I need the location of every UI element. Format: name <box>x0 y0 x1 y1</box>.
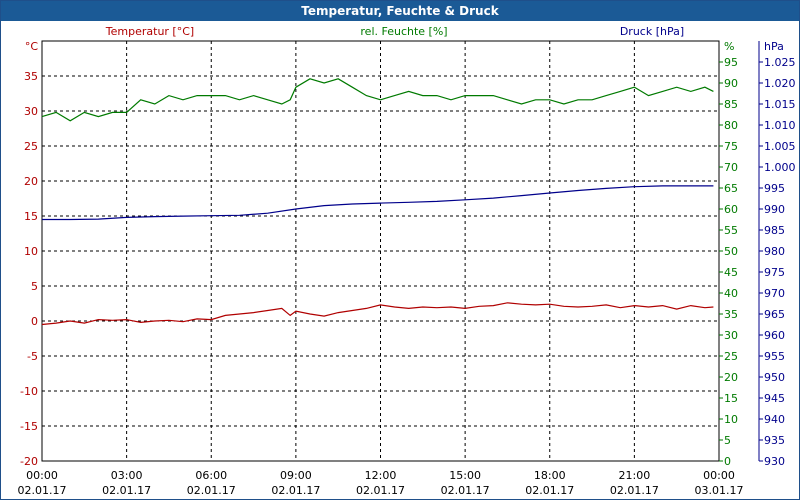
pressure-tick: 995 <box>764 182 785 195</box>
temperature-tick: 25 <box>24 140 38 153</box>
humidity-tick: 5 <box>724 434 731 447</box>
x-tick-time: 09:00 <box>280 469 312 482</box>
x-tick-time: 03:00 <box>111 469 143 482</box>
humidity-tick: 55 <box>724 224 738 237</box>
pressure-tick: 1.025 <box>764 56 796 69</box>
humidity-series-line <box>41 78 714 122</box>
temperature-unit: °C <box>25 40 39 53</box>
temperature-axis-label: Temperatur [°C] <box>105 25 194 38</box>
x-tick-time: 00:00 <box>26 469 58 482</box>
x-tick-date: 02.01.17 <box>356 484 405 497</box>
tick-labels: 00:00 02.01.17 03:00 02.01.17 06:00 02.01.17 0… <box>18 41 796 497</box>
pressure-tick: 1.000 <box>764 161 796 174</box>
pressure-tick: 1.010 <box>764 119 796 132</box>
x-tick-time: 18:00 <box>534 469 566 482</box>
temperature-tick: -5 <box>27 350 38 363</box>
x-tick-time: 06:00 <box>195 469 227 482</box>
humidity-tick: 25 <box>724 350 738 363</box>
pressure-tick: 955 <box>764 350 785 363</box>
temperature-tick: 20 <box>24 175 38 188</box>
x-tick-time: 12:00 <box>365 469 397 482</box>
pressure-tick: 930 <box>764 455 785 468</box>
humidity-tick: 70 <box>724 161 738 174</box>
humidity-tick: 90 <box>724 77 738 90</box>
temperature-tick: -20 <box>20 455 38 468</box>
pressure-tick: 965 <box>764 308 785 321</box>
humidity-unit: % <box>724 40 734 53</box>
humidity-tick: 20 <box>724 371 738 384</box>
series-layer <box>41 78 714 326</box>
x-tick-date: 02.01.17 <box>610 484 659 497</box>
temperature-series-line <box>41 302 714 326</box>
pressure-tick: 985 <box>764 224 785 237</box>
humidity-tick: 35 <box>724 308 738 321</box>
window-title: Temperatur, Feuchte & Druck <box>1 1 799 21</box>
humidity-tick: 80 <box>724 119 738 132</box>
pressure-tick: 960 <box>764 329 785 342</box>
pressure-tick: 975 <box>764 266 785 279</box>
temperature-tick: 10 <box>24 245 38 258</box>
temperature-tick: 5 <box>31 280 38 293</box>
humidity-tick: 15 <box>724 392 738 405</box>
x-tick-date: 02.01.17 <box>187 484 236 497</box>
humidity-tick: 65 <box>724 182 738 195</box>
pressure-tick: 1.005 <box>764 140 796 153</box>
pressure-tick: 1.020 <box>764 77 796 90</box>
pressure-tick: 940 <box>764 413 785 426</box>
temperature-tick: -15 <box>20 420 38 433</box>
pressure-tick: 990 <box>764 203 785 216</box>
humidity-tick: 30 <box>724 329 738 342</box>
humidity-tick: 45 <box>724 266 738 279</box>
pressure-tick: 1.015 <box>764 98 796 111</box>
x-tick-date: 03.01.17 <box>695 484 744 497</box>
pressure-unit: hPa <box>764 40 784 53</box>
x-tick-date: 02.01.17 <box>525 484 574 497</box>
pressure-tick: 935 <box>764 434 785 447</box>
x-tick-date: 02.01.17 <box>441 484 490 497</box>
humidity-tick: 0 <box>724 455 731 468</box>
pressure-tick: 970 <box>764 287 785 300</box>
x-tick-date: 02.01.17 <box>271 484 320 497</box>
humidity-tick: 10 <box>724 413 738 426</box>
x-tick-date: 02.01.17 <box>18 484 67 497</box>
humidity-tick: 75 <box>724 140 738 153</box>
humidity-tick: 95 <box>724 56 738 69</box>
x-tick-time: 21:00 <box>619 469 651 482</box>
temperature-tick: -10 <box>20 385 38 398</box>
temperature-tick: 30 <box>24 105 38 118</box>
pressure-tick: 945 <box>764 392 785 405</box>
pressure-axis-label: Druck [hPa] <box>620 25 684 38</box>
temperature-tick: 0 <box>31 315 38 328</box>
pressure-series-line <box>42 185 714 221</box>
x-tick-date: 02.01.17 <box>102 484 151 497</box>
pressure-tick: 950 <box>764 371 785 384</box>
temperature-tick: 15 <box>24 210 38 223</box>
pressure-tick: 980 <box>764 245 785 258</box>
x-tick-time: 00:00 <box>703 469 735 482</box>
grid <box>42 41 719 461</box>
humidity-tick: 60 <box>724 203 738 216</box>
x-tick-time: 15:00 <box>449 469 481 482</box>
humidity-tick: 40 <box>724 287 738 300</box>
humidity-tick: 50 <box>724 245 738 258</box>
humidity-axis-label: rel. Feuchte [%] <box>360 25 447 38</box>
humidity-tick: 85 <box>724 98 738 111</box>
temperature-tick: 35 <box>24 70 38 83</box>
